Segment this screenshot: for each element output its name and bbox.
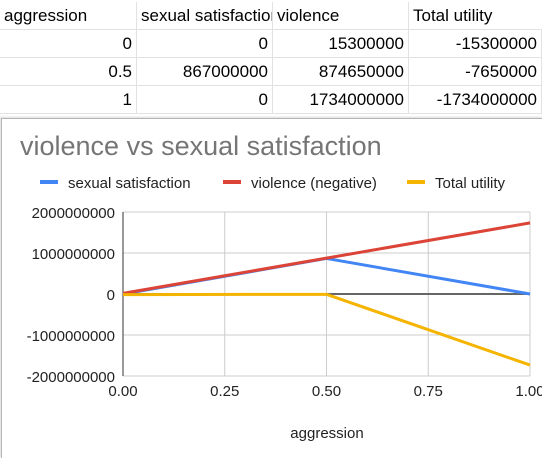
header-cell-sexual-satisfaction[interactable]: sexual satisfaction (137, 2, 273, 30)
cell-r3-sexual-satisfaction[interactable]: 0 (137, 86, 273, 114)
legend-label-2: Total utility (435, 175, 506, 192)
x-tick-label: 0.75 (414, 383, 443, 400)
cell-r2-sexual-satisfaction[interactable]: 867000000 (137, 58, 273, 86)
legend-swatch-1 (223, 180, 241, 184)
x-tick-label: 0.25 (210, 383, 239, 400)
y-tick-label: -2000000000 (27, 369, 115, 386)
cell-r2-aggression[interactable]: 0.5 (0, 58, 137, 86)
y-tick-label: 1000000000 (32, 246, 115, 263)
chart-plot: 0.00 0.25 0.50 0.75 1.00 2000000000 1000000000… (27, 175, 542, 442)
x-tick-label: 0.00 (108, 383, 137, 400)
cell-r1-sexual-satisfaction[interactable]: 0 (137, 30, 273, 58)
header-cell-total-utility[interactable]: Total utility (409, 2, 542, 30)
x-axis-title: aggression (290, 425, 363, 442)
series-line-1 (122, 221, 531, 295)
cell-r2-total-utility[interactable]: -7650000 (409, 58, 542, 86)
cell-r3-aggression[interactable]: 1 (0, 86, 137, 114)
cell-r1-violence[interactable]: 15300000 (273, 30, 409, 58)
cell-r1-aggression[interactable]: 0 (0, 30, 137, 58)
cell-r1-total-utility[interactable]: -15300000 (409, 30, 542, 58)
cell-r2-violence[interactable]: 874650000 (273, 58, 409, 86)
x-tick-label: 1.00 (515, 383, 542, 400)
cell-r3-total-utility[interactable]: -1734000000 (409, 86, 542, 114)
legend-swatch-2 (407, 180, 425, 184)
x-tick-label: 0.50 (312, 383, 341, 400)
legend-label-1: violence (negative) (251, 175, 377, 192)
y-tick-label: -1000000000 (27, 328, 115, 345)
header-cell-violence[interactable]: violence (273, 2, 409, 30)
cell-r3-violence[interactable]: 1734000000 (273, 86, 409, 114)
legend-label-0: sexual satisfaction (68, 175, 191, 192)
header-cell-aggression[interactable]: aggression (0, 2, 137, 30)
spreadsheet-grid: aggression sexual satisfaction violence … (0, 0, 542, 116)
line-chart[interactable]: violence vs sexual satisfaction 0.00 0.25… (1, 118, 542, 458)
y-tick-label: 0 (107, 287, 115, 304)
legend-swatch-0 (40, 180, 58, 184)
chart-title: violence vs sexual satisfaction (20, 131, 382, 161)
y-tick-label: 2000000000 (32, 205, 115, 222)
series-line-2 (122, 292, 531, 367)
